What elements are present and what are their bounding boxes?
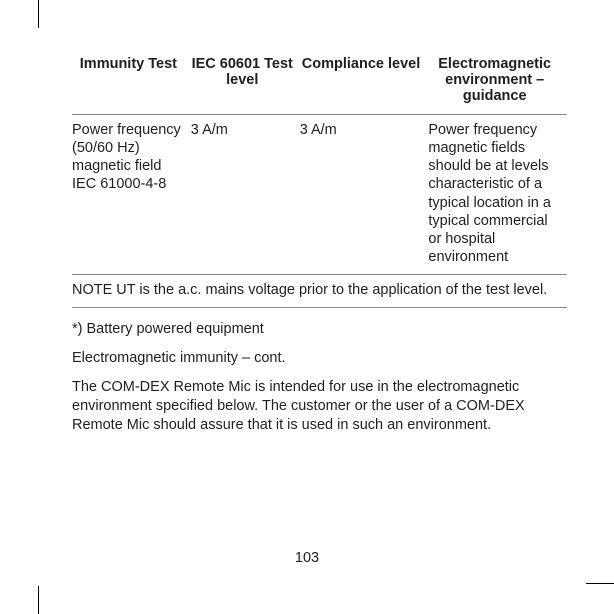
section-heading: Electromagnetic immunity – cont. (72, 349, 567, 368)
crop-mark (38, 586, 39, 614)
header-test-level: IEC 60601 Test level (191, 52, 300, 115)
cell-immunity-test: Power frequency (50/60 Hz) magnetic fiel… (72, 115, 191, 275)
cell-compliance: 3 A/m (300, 115, 429, 275)
header-immunity-test: Immunity Test (72, 52, 191, 115)
cell-guidance: Power frequency magnetic fields should b… (428, 115, 567, 275)
table-note: NOTE UT is the a.c. mains voltage prior … (72, 275, 567, 308)
page-number: 103 (0, 550, 614, 566)
crop-mark (586, 583, 614, 584)
table-note-row: NOTE UT is the a.c. mains voltage prior … (72, 275, 567, 308)
header-compliance: Compliance level (300, 52, 429, 115)
immunity-table: Immunity Test IEC 60601 Test level Compl… (72, 52, 567, 308)
page-content: Immunity Test IEC 60601 Test level Compl… (72, 52, 567, 444)
intended-use-paragraph: The COM-DEX Remote Mic is intended for u… (72, 378, 567, 435)
body-paragraphs: *) Battery powered equipment Electromagn… (72, 320, 567, 434)
table-row: Power frequency (50/60 Hz) magnetic fiel… (72, 115, 567, 275)
crop-mark (38, 0, 39, 28)
header-guidance: Electromagnetic environment – guidance (428, 52, 567, 115)
table-header-row: Immunity Test IEC 60601 Test level Compl… (72, 52, 567, 115)
footnote-battery: *) Battery powered equipment (72, 320, 567, 339)
cell-test-level: 3 A/m (191, 115, 300, 275)
